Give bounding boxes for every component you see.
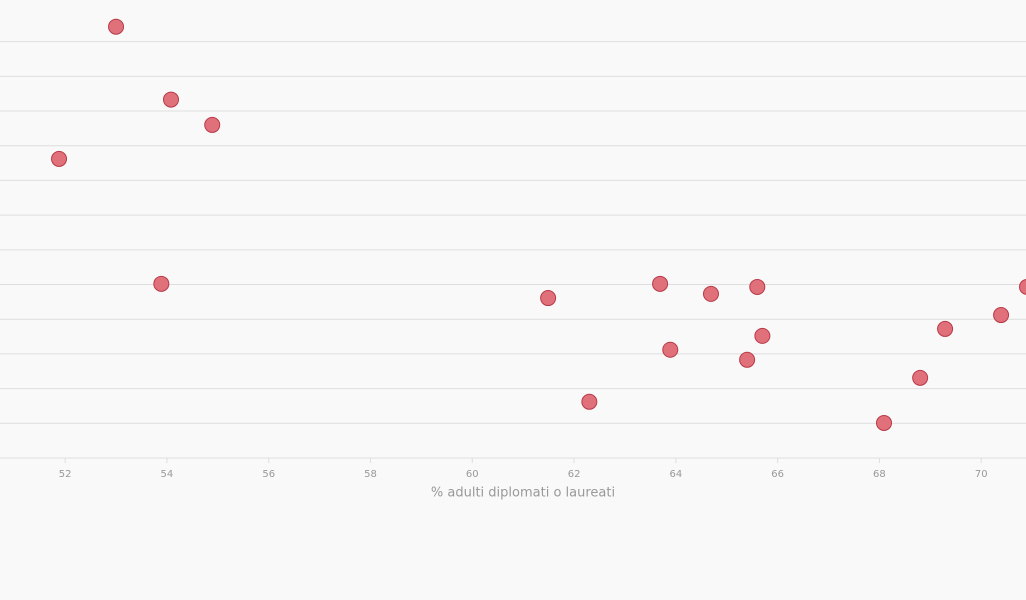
x-tick-label: 52	[59, 469, 72, 480]
point	[1019, 279, 1026, 295]
point	[912, 369, 929, 386]
point	[540, 290, 557, 307]
point	[754, 327, 771, 344]
point	[993, 307, 1010, 324]
point	[749, 278, 766, 295]
points	[51, 18, 1026, 431]
point	[876, 414, 893, 431]
point	[652, 275, 669, 292]
point	[153, 275, 170, 292]
x-tick-label: 56	[262, 469, 275, 480]
x-tick-label: 62	[568, 469, 581, 480]
point	[163, 91, 179, 108]
x-axis-title: % adulti diplomati o laureati	[431, 486, 615, 501]
grid	[0, 41, 1026, 463]
x-tick-label: 66	[771, 469, 784, 480]
point	[204, 116, 221, 133]
x-tick-label: 58	[364, 469, 377, 480]
x-tick-label: 68	[873, 469, 886, 480]
point	[937, 320, 954, 337]
point	[51, 150, 68, 167]
x-tick-label: 54	[161, 469, 174, 480]
x-tick-label: 70	[975, 469, 988, 480]
point	[739, 351, 756, 368]
x-tick-label: 60	[466, 469, 479, 480]
point	[581, 393, 598, 410]
point	[108, 18, 125, 35]
x-tick-label: 64	[669, 469, 682, 480]
point	[662, 341, 679, 358]
point	[702, 285, 719, 302]
